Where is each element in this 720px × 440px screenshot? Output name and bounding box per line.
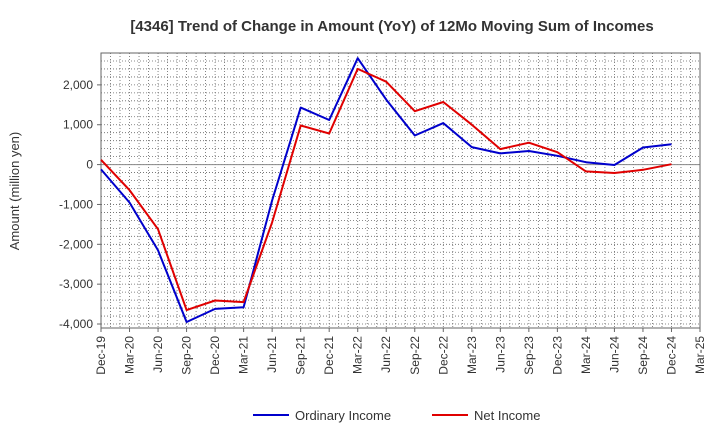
x-tick-label: Sep-20: [180, 336, 194, 375]
x-tick-label: Dec-24: [664, 336, 678, 375]
x-tick-label: Jun-23: [493, 336, 507, 373]
series-line-2: [100, 67, 672, 312]
x-tick-label: Dec-22: [436, 336, 450, 375]
x-tick-label: Sep-23: [522, 336, 536, 375]
x-tick-label: Sep-21: [294, 336, 308, 375]
y-tick-label: 2,000: [63, 78, 93, 92]
y-tick-label: -2,000: [59, 237, 93, 251]
legend-label: Net Income: [474, 408, 540, 423]
x-tick-label: Dec-21: [322, 336, 336, 375]
y-axis: -4,000 -3,000 -2,000 -1,000 0 1,000 2,000: [59, 78, 101, 331]
x-tick-label: Mar-20: [123, 336, 137, 374]
y-tick-label: -1,000: [59, 197, 93, 211]
legend-label: Ordinary Income: [295, 408, 391, 423]
series-layer: [100, 57, 672, 323]
x-tick-label: Dec-19: [94, 336, 108, 375]
y-axis-label: Amount (million yen): [7, 132, 22, 251]
x-tick-label: Mar-23: [465, 336, 479, 374]
legend: Ordinary Income Net Income: [253, 408, 540, 423]
y-tick-label: -3,000: [59, 277, 93, 291]
series-line-1: [100, 57, 672, 323]
x-tick-label: Sep-24: [636, 336, 650, 375]
x-tick-label: Jun-20: [151, 336, 165, 373]
x-tick-label: Mar-21: [237, 336, 251, 374]
x-tick-label: Mar-24: [579, 336, 593, 374]
plot-frame: [100, 52, 701, 329]
x-axis: Dec-19 Mar-20 Jun-20 Sep-20 Dec-20 Mar-21 Jun-…: [94, 328, 707, 375]
plot-area: [101, 53, 700, 328]
x-tick-label: Mar-22: [351, 336, 365, 374]
chart-title: [4346] Trend of Change in Amount (YoY) o…: [130, 18, 653, 35]
x-tick-label: Jun-22: [379, 336, 393, 373]
x-tick-label: Dec-20: [208, 336, 222, 375]
y-tick-label: -4,000: [59, 317, 93, 331]
y-tick-label: 0: [86, 158, 93, 172]
x-tick-label: Jun-21: [265, 336, 279, 373]
x-tick-label: Dec-23: [550, 336, 564, 375]
x-tick-label: Mar-25: [693, 336, 707, 374]
grid: [101, 52, 700, 328]
x-tick-label: Jun-24: [607, 336, 621, 373]
y-tick-label: 1,000: [63, 118, 93, 132]
x-tick-label: Sep-22: [408, 336, 422, 375]
